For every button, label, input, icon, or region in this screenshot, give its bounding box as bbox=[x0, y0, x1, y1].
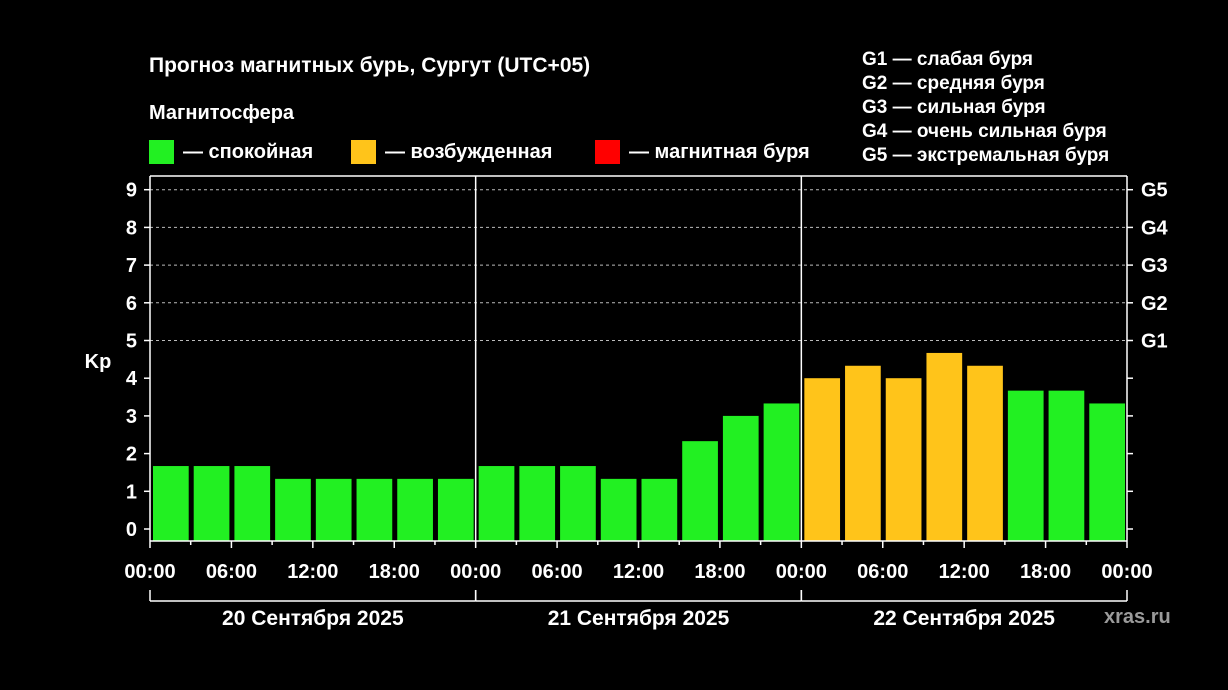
legend-heading: Магнитосфера bbox=[149, 102, 295, 124]
kp-bar-2 bbox=[234, 466, 271, 541]
x-tick-label-7: 18:00 bbox=[694, 561, 745, 583]
y-tick-label-8: 8 bbox=[126, 217, 137, 239]
legend-label-quiet: — спокойная bbox=[183, 140, 314, 163]
g-tick-label-g4: G4 bbox=[1141, 217, 1169, 239]
x-tick-label-1: 06:00 bbox=[206, 561, 257, 583]
x-tick-label-0: 00:00 bbox=[124, 561, 175, 583]
kp-bar-7 bbox=[437, 478, 474, 541]
y-tick-label-0: 0 bbox=[126, 519, 137, 541]
legend-item-excited: — возбужденная bbox=[351, 140, 552, 164]
kp-bar-5 bbox=[356, 478, 393, 541]
legend-swatch-storm bbox=[595, 140, 620, 164]
y-tick-label-9: 9 bbox=[126, 180, 137, 202]
x-tick-label-3: 18:00 bbox=[369, 561, 420, 583]
day-label-1: 21 Сентября 2025 bbox=[548, 607, 730, 630]
kp-bar-24 bbox=[1130, 416, 1166, 541]
kp-bar-1 bbox=[193, 466, 230, 541]
legend-label-storm: — магнитная буря bbox=[629, 140, 810, 163]
kp-bar-18 bbox=[885, 378, 922, 541]
g-tick-label-g2: G2 bbox=[1141, 293, 1168, 315]
g-legend-g2: G2 — средняя буря bbox=[862, 73, 1045, 94]
kp-bar-17 bbox=[845, 365, 881, 541]
kp-bar-9 bbox=[519, 466, 556, 541]
legend-item-quiet: — спокойная bbox=[149, 140, 313, 164]
kp-bar-6 bbox=[397, 478, 433, 541]
kp-bar-21 bbox=[1007, 390, 1044, 541]
g-tick-label-g1: G1 bbox=[1141, 331, 1168, 353]
x-tick-label-5: 06:00 bbox=[532, 561, 583, 583]
chart-title: Прогноз магнитных бурь, Сургут (UTC+05) bbox=[149, 54, 591, 77]
kp-bar-15 bbox=[763, 403, 800, 541]
legend-swatch-quiet bbox=[149, 140, 174, 164]
g-tick-label-g3: G3 bbox=[1141, 255, 1168, 277]
x-tick-label-11: 18:00 bbox=[1020, 561, 1071, 583]
kp-bar-14 bbox=[722, 415, 759, 541]
legend-item-storm: — магнитная буря bbox=[595, 140, 810, 164]
g-legend-g3: G3 — сильная буря bbox=[862, 97, 1046, 118]
day-label-2: 22 Сентября 2025 bbox=[873, 607, 1055, 630]
y-tick-label-7: 7 bbox=[126, 255, 137, 277]
kp-bar-12 bbox=[641, 478, 678, 541]
watermark: xras.ru bbox=[1104, 606, 1171, 628]
g-tick-label-g5: G5 bbox=[1141, 180, 1168, 202]
g-scale-legend: G1 — слабая буря G2 — средняя буря G3 — … bbox=[862, 48, 1109, 168]
x-tick-label-2: 12:00 bbox=[287, 561, 338, 583]
kp-bar-8 bbox=[478, 466, 515, 541]
y-tick-label-3: 3 bbox=[126, 406, 137, 428]
kp-bar-20 bbox=[967, 365, 1003, 541]
x-tick-label-10: 12:00 bbox=[939, 561, 990, 583]
y-tick-label-6: 6 bbox=[126, 293, 137, 315]
kp-bar-16 bbox=[804, 378, 841, 541]
y-tick-label-1: 1 bbox=[126, 481, 137, 503]
x-tick-label-6: 12:00 bbox=[613, 561, 664, 583]
x-tick-label-8: 00:00 bbox=[776, 561, 827, 583]
y-tick-label-5: 5 bbox=[126, 331, 137, 353]
x-tick-label-9: 06:00 bbox=[857, 561, 908, 583]
kp-bar-4 bbox=[315, 478, 352, 541]
g-legend-g4: G4 — очень сильная буря bbox=[862, 121, 1107, 142]
day-label-0: 20 Сентября 2025 bbox=[222, 607, 404, 630]
y-tick-label-4: 4 bbox=[126, 368, 138, 390]
y-tick-label-2: 2 bbox=[126, 444, 137, 466]
kp-bar-10 bbox=[560, 466, 596, 541]
y-axis-label: Kp bbox=[85, 351, 112, 373]
g-legend-g1: G1 — слабая буря bbox=[862, 49, 1034, 70]
kp-bar-13 bbox=[682, 441, 718, 541]
kp-bar-22 bbox=[1048, 390, 1085, 541]
kp-bar-19 bbox=[926, 352, 963, 541]
g-legend-g5: G5 — экстремальная буря bbox=[862, 145, 1110, 166]
kp-bar-0 bbox=[153, 466, 189, 541]
kp-bar-3 bbox=[275, 478, 311, 541]
x-tick-label-12: 00:00 bbox=[1101, 561, 1152, 583]
kp-bar-23 bbox=[1089, 403, 1125, 541]
legend-label-excited: — возбужденная bbox=[385, 140, 553, 163]
legend-swatch-excited bbox=[351, 140, 376, 164]
x-tick-label-4: 00:00 bbox=[450, 561, 501, 583]
bars-group bbox=[153, 352, 1166, 541]
kp-bar-11 bbox=[600, 478, 637, 541]
